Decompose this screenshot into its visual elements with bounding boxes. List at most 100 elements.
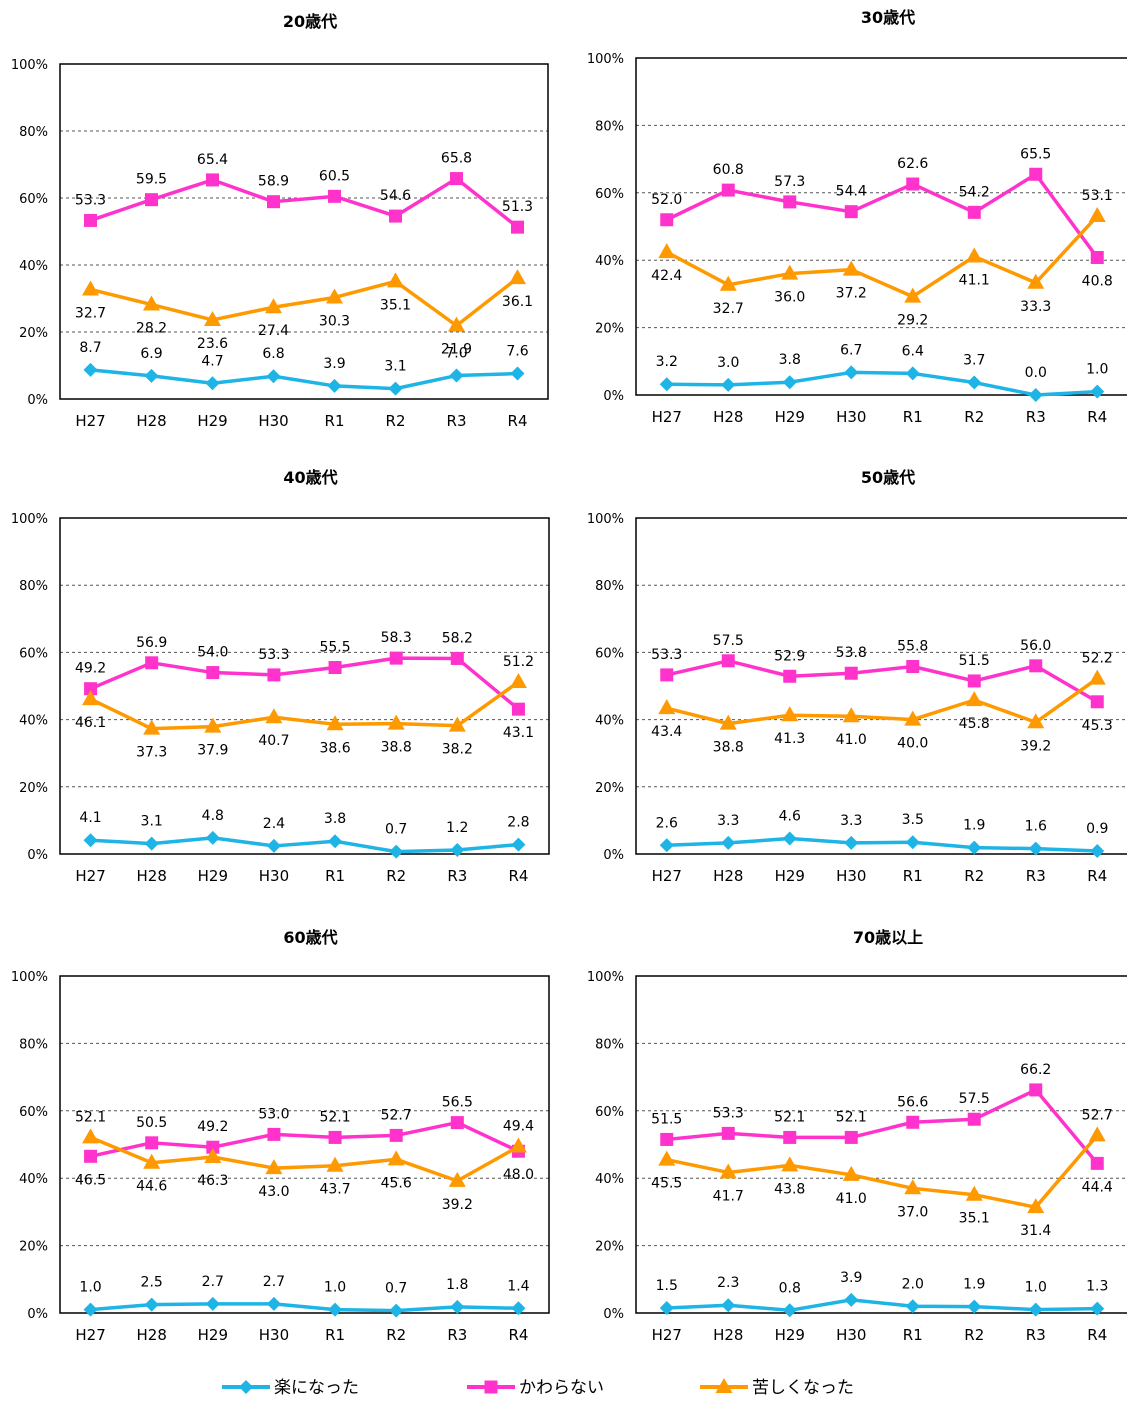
data-label: 49.4 <box>503 1119 534 1135</box>
data-point <box>844 666 858 680</box>
data-point <box>326 715 344 731</box>
data-point <box>509 269 526 285</box>
y-tick-label: 100% <box>587 52 624 67</box>
y-tick-label: 0% <box>27 1307 48 1322</box>
data-point <box>82 280 99 296</box>
data-point <box>967 205 981 219</box>
data-label: 54.4 <box>836 184 867 200</box>
x-tick-label: H28 <box>137 867 167 885</box>
legend-label: 苦しくなった <box>752 1378 854 1398</box>
data-point <box>660 1132 674 1146</box>
data-label: 31.4 <box>1020 1223 1051 1239</box>
data-point <box>1029 1083 1043 1097</box>
data-point <box>267 1127 281 1141</box>
x-tick-label: H29 <box>775 408 805 426</box>
y-tick-label: 0% <box>603 389 624 404</box>
data-point <box>967 1299 982 1314</box>
x-tick-label: H27 <box>75 1326 105 1344</box>
y-tick-label: 40% <box>19 1172 48 1187</box>
y-tick-label: 80% <box>19 579 48 594</box>
data-point <box>265 298 282 314</box>
data-point <box>1090 1301 1105 1316</box>
data-label: 45.8 <box>959 716 990 732</box>
data-point <box>450 842 465 857</box>
data-label: 44.4 <box>1082 1179 1113 1195</box>
data-label: 52.1 <box>319 1109 350 1125</box>
y-tick-label: 60% <box>595 646 624 661</box>
data-point <box>266 369 281 384</box>
data-label: 53.3 <box>651 647 682 663</box>
data-point <box>905 1299 920 1314</box>
y-tick-label: 100% <box>11 512 48 527</box>
data-label: 3.9 <box>840 1270 862 1286</box>
data-label: 56.9 <box>136 635 167 651</box>
data-point <box>842 707 860 723</box>
data-point <box>143 719 161 735</box>
data-point <box>267 668 281 682</box>
data-point <box>965 691 983 707</box>
data-point <box>783 669 797 683</box>
data-point <box>509 672 527 688</box>
data-label: 54.6 <box>380 188 411 204</box>
data-label: 43.7 <box>319 1182 350 1198</box>
data-point <box>144 1297 159 1312</box>
data-label: 4.8 <box>202 808 224 824</box>
data-label: 48.0 <box>503 1167 534 1183</box>
x-tick-label: H27 <box>75 867 105 885</box>
y-tick-label: 60% <box>19 646 48 661</box>
data-label: 1.9 <box>963 1277 985 1293</box>
data-point <box>844 1130 858 1144</box>
x-tick-label: R2 <box>964 408 984 426</box>
plot-frame <box>635 517 1127 855</box>
chart-title: 20歳代 <box>283 12 337 31</box>
data-label: 1.5 <box>656 1278 678 1294</box>
x-tick-label: H28 <box>137 1326 167 1344</box>
x-tick-label: H30 <box>836 408 866 426</box>
data-point <box>719 1163 737 1179</box>
data-point <box>965 1185 983 1201</box>
data-point <box>781 264 799 280</box>
series-line <box>666 1134 1099 1209</box>
y-tick-label: 80% <box>595 1037 624 1052</box>
data-label: 52.0 <box>651 192 682 208</box>
x-tick-label: H27 <box>75 412 105 430</box>
data-label: 1.0 <box>1086 362 1108 378</box>
data-label: 43.8 <box>774 1181 805 1197</box>
data-label: 0.8 <box>779 1280 801 1296</box>
x-tick-label: R3 <box>447 1326 467 1344</box>
data-point <box>1029 659 1043 673</box>
plot-frame <box>635 57 1127 396</box>
x-tick-label: H30 <box>836 1326 866 1344</box>
data-point <box>448 1171 466 1187</box>
data-label: 38.8 <box>713 740 744 756</box>
x-tick-label: H27 <box>652 867 682 885</box>
data-label: 0.7 <box>385 1281 407 1297</box>
data-label: 1.0 <box>1025 1280 1047 1296</box>
data-point <box>967 1112 981 1126</box>
data-label: 42.4 <box>651 268 682 284</box>
y-tick-label: 20% <box>595 781 624 796</box>
data-label: 8.7 <box>79 340 101 356</box>
data-point <box>206 1140 220 1154</box>
data-point <box>389 1128 403 1142</box>
legend-item: 苦しくなった <box>700 1378 854 1398</box>
y-tick-label: 20% <box>595 322 624 337</box>
data-label: 60.5 <box>319 168 350 184</box>
data-point <box>1090 384 1105 399</box>
x-tick-label: R3 <box>1026 1326 1046 1344</box>
x-tick-label: H30 <box>259 1326 289 1344</box>
data-point <box>721 1298 736 1313</box>
data-label: 7.6 <box>506 344 528 360</box>
x-tick-label: R1 <box>325 867 345 885</box>
data-label: 1.3 <box>1086 1279 1108 1295</box>
chart-title: 30歳代 <box>861 8 915 27</box>
data-point <box>659 838 674 853</box>
data-point <box>906 177 920 191</box>
data-label: 1.0 <box>324 1280 346 1296</box>
x-tick-label: R1 <box>325 412 345 430</box>
data-label: 66.2 <box>1020 1062 1051 1078</box>
x-tick-label: R1 <box>903 867 923 885</box>
data-point <box>450 172 463 186</box>
legend-label: かわらない <box>519 1378 604 1398</box>
series-line <box>90 276 519 328</box>
